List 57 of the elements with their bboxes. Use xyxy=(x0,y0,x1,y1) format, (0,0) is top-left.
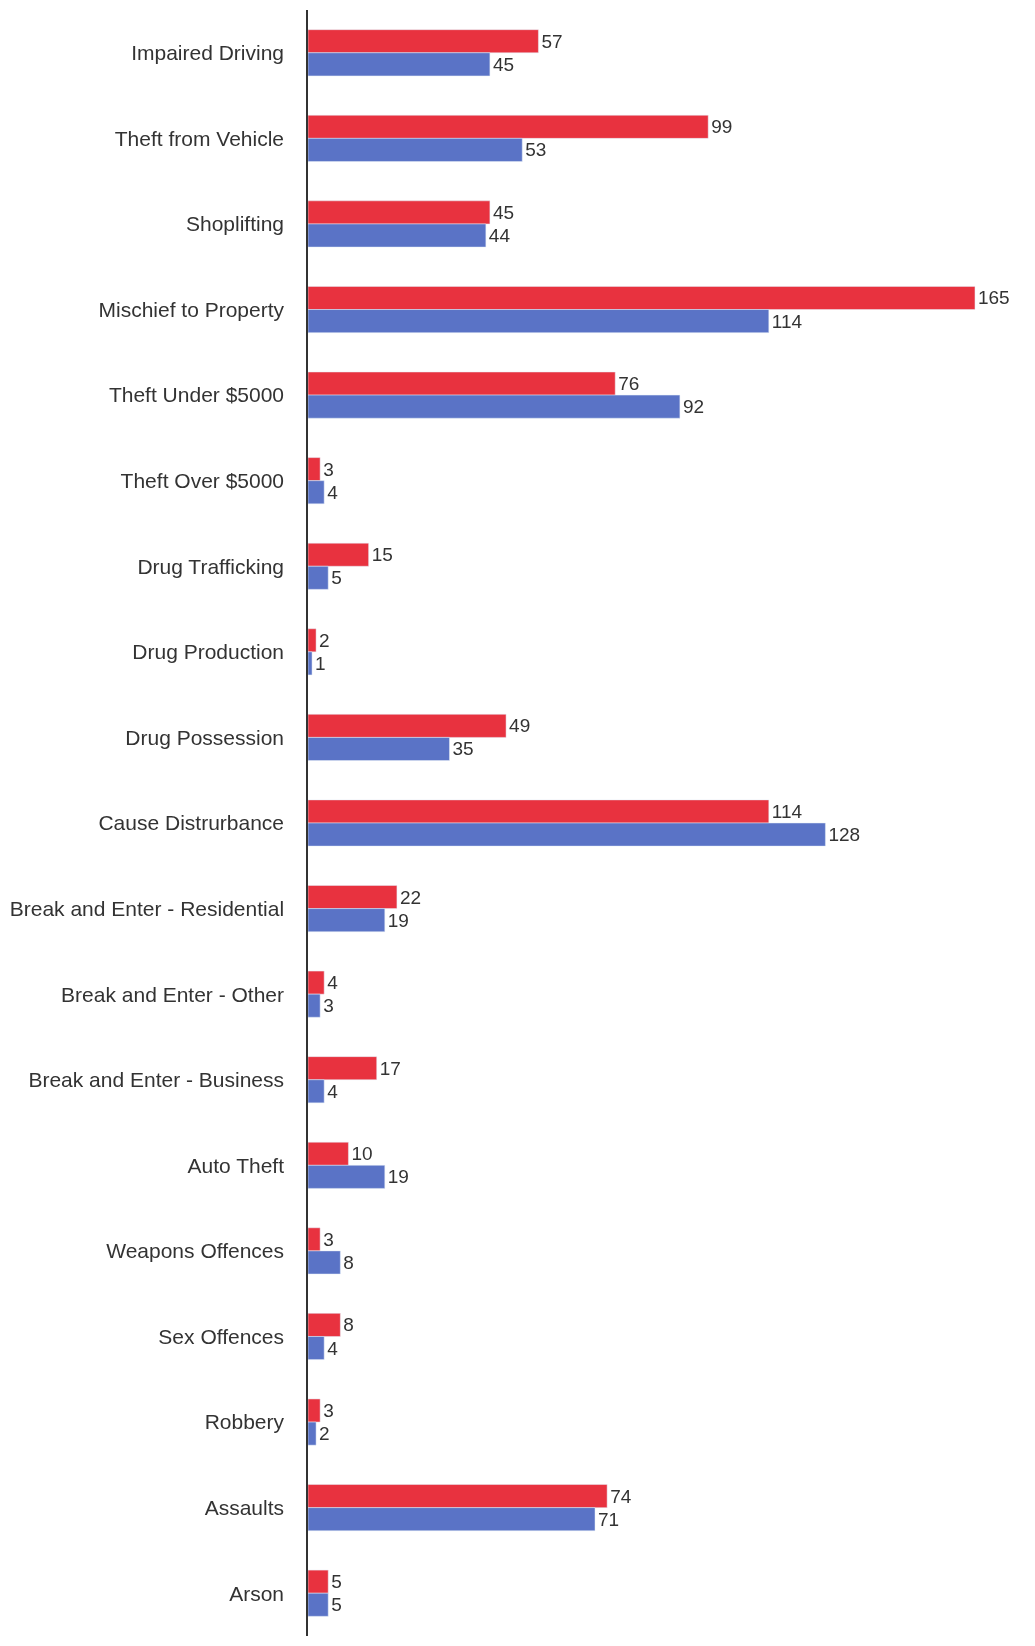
y-tick-label: Shoplifting xyxy=(185,212,285,236)
y-tick-label: Break and Enter - Other xyxy=(61,982,285,1006)
data-label: 128 xyxy=(828,824,861,846)
data-label: 4 xyxy=(327,1080,339,1102)
y-tick-label: Break and Enter - Residential xyxy=(9,896,285,920)
data-label: 5 xyxy=(331,567,342,589)
data-label: 8 xyxy=(343,1314,354,1336)
data-label: 99 xyxy=(711,116,733,138)
y-tick-label: Drug Trafficking xyxy=(137,554,285,578)
data-label: 19 xyxy=(387,909,409,931)
data-label: 2 xyxy=(319,629,330,651)
data-label: 49 xyxy=(509,715,531,737)
data-label: 4 xyxy=(327,972,339,994)
data-label: 15 xyxy=(371,544,393,566)
data-label: 1 xyxy=(315,652,326,674)
data-label: 45 xyxy=(492,53,515,75)
y-tick-label: Mischief to Property xyxy=(98,297,285,321)
data-label: 53 xyxy=(525,139,547,161)
data-label: 4 xyxy=(327,1337,339,1359)
y-tick-label: Weapons Offences xyxy=(106,1239,285,1263)
y-tick-label: Break and Enter - Business xyxy=(28,1068,285,1092)
data-label: 76 xyxy=(618,373,640,395)
y-tick-label: Arson xyxy=(229,1581,285,1605)
data-label: 71 xyxy=(598,1508,620,1530)
data-label: 3 xyxy=(323,1228,334,1250)
data-label: 114 xyxy=(771,310,803,332)
y-tick-label: Drug Possession xyxy=(125,725,285,749)
data-label: 3 xyxy=(323,1400,334,1421)
data-label: 4 xyxy=(327,481,339,503)
data-label: 165 xyxy=(977,287,1010,309)
data-label: 74 xyxy=(610,1485,632,1507)
data-label: 3 xyxy=(323,458,334,480)
y-tick-label: Sex Offences xyxy=(158,1324,285,1348)
data-label: 19 xyxy=(387,1166,409,1188)
data-label: 45 xyxy=(492,201,515,223)
data-label: 2 xyxy=(319,1423,330,1445)
y-tick-label: Drug Production xyxy=(132,640,285,664)
y-tick-label: Assaults xyxy=(204,1495,285,1519)
data-label: 17 xyxy=(379,1057,401,1079)
data-label: 22 xyxy=(399,886,422,908)
data-label: 10 xyxy=(351,1143,373,1165)
y-tick-label: Theft Under $5000 xyxy=(108,383,285,407)
y-tick-label: Theft from Vehicle xyxy=(114,126,285,150)
data-label: 5 xyxy=(331,1571,342,1593)
data-label: 92 xyxy=(682,396,705,418)
data-label: 35 xyxy=(452,738,474,760)
data-label: 57 xyxy=(541,30,563,52)
data-label: 5 xyxy=(331,1594,342,1616)
y-tick-label: Robbery xyxy=(204,1410,285,1434)
y-tick-label: Impaired Driving xyxy=(131,41,285,65)
y-tick-label: Theft Over $5000 xyxy=(120,469,285,493)
data-label: 3 xyxy=(323,995,334,1017)
data-label: 114 xyxy=(771,800,803,822)
data-label: 44 xyxy=(488,225,511,246)
y-tick-label: Cause Distrurbance xyxy=(98,811,285,835)
data-label: 8 xyxy=(343,1251,354,1273)
y-tick-label: Auto Theft xyxy=(187,1153,285,1177)
